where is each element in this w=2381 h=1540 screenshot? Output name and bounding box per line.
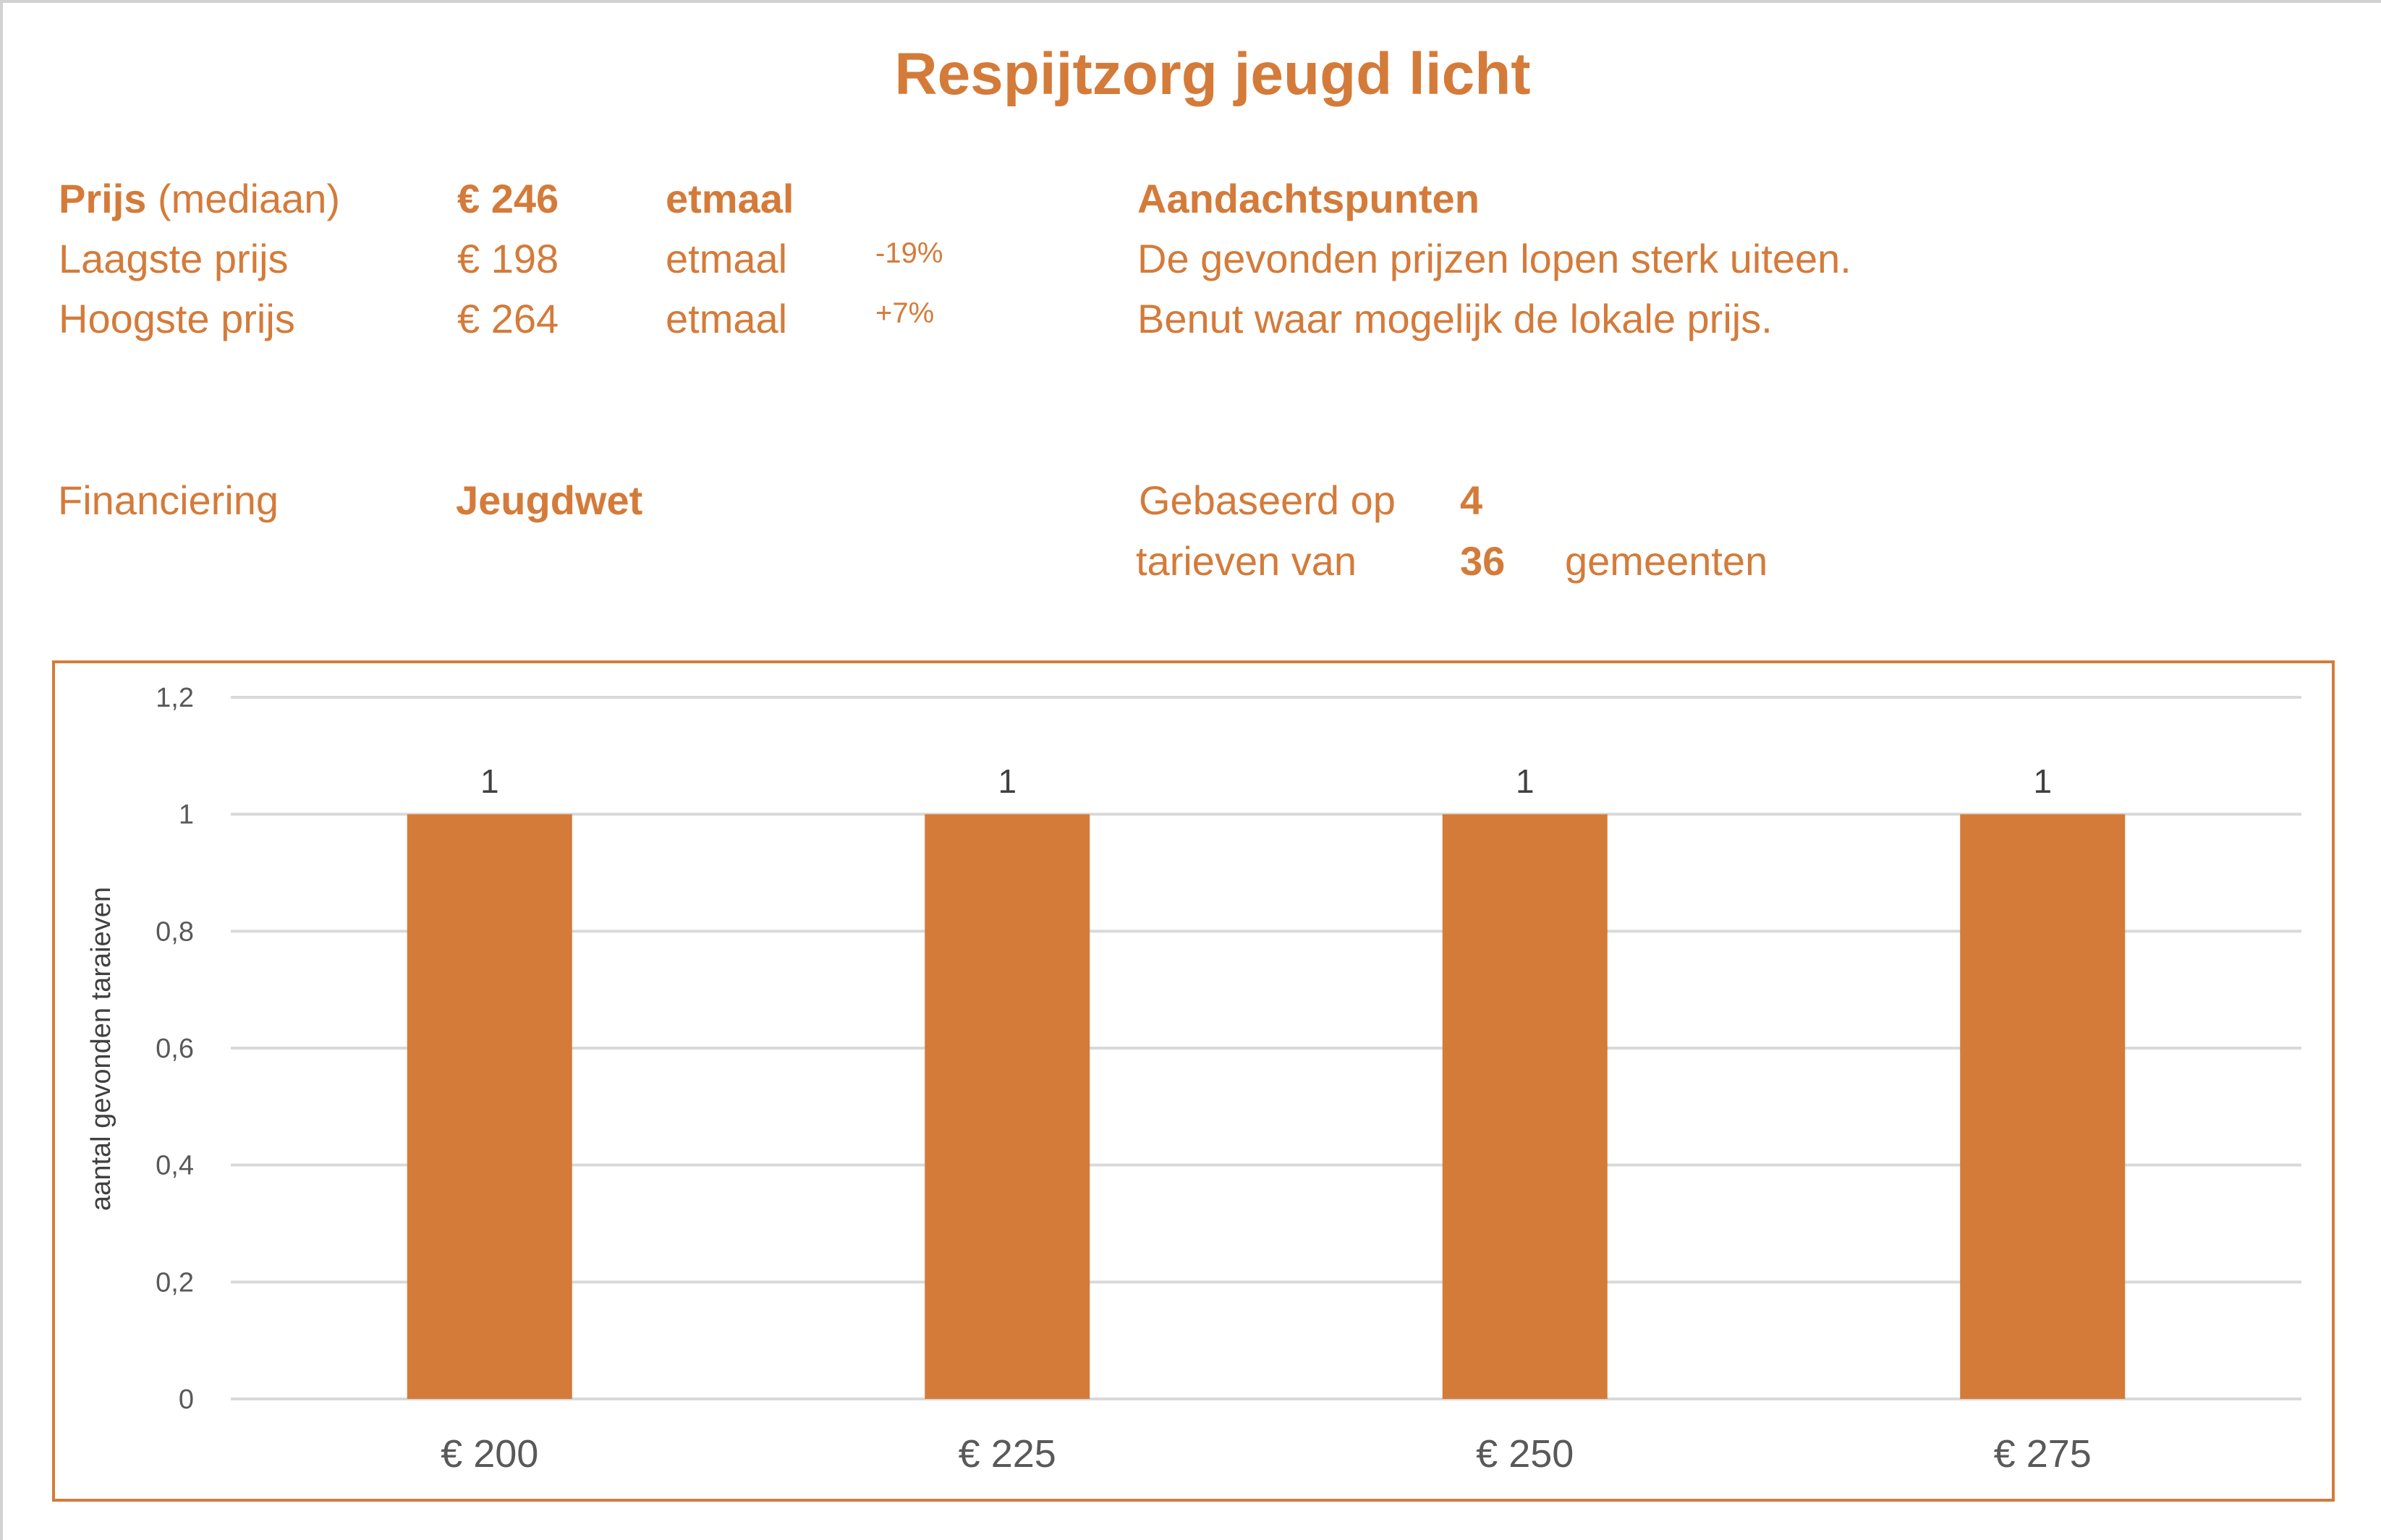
y-tick-label: 0,8 [156, 916, 194, 947]
highest-price-value: € 264 [457, 296, 559, 341]
y-tick-label: 1 [179, 800, 194, 830]
basis-label-1: Gebaseerd op [1139, 477, 1396, 523]
bar [1960, 814, 2126, 1399]
y-tick-label: 0,2 [156, 1267, 194, 1298]
chart-frame [52, 660, 2335, 1502]
y-axis-title: aantal gevonden taraieven [86, 887, 116, 1211]
data-labels: 1 1 1 1 [480, 762, 2052, 800]
median-price-label-bold: Prijs [59, 176, 147, 221]
financing-value: Jeugdwet [456, 477, 643, 523]
data-label: 1 [1516, 762, 1535, 800]
median-price-value: € 246 [457, 176, 559, 221]
data-label: 1 [2033, 762, 2052, 800]
lowest-price-label: Laagste prijs [59, 236, 289, 281]
attention-heading: Aandachtspunten [1137, 176, 1480, 221]
x-tick-label: € 250 [1476, 1432, 1574, 1476]
y-tick-label: 0 [179, 1384, 194, 1415]
median-price-label: Prijs (mediaan) [59, 179, 340, 219]
y-tick-label: 1,2 [156, 683, 194, 713]
financing-label: Financiering [58, 477, 279, 523]
bar [407, 814, 572, 1399]
y-tick-label: 0,4 [156, 1151, 194, 1181]
basis-suffix: gemeenten [1565, 538, 1768, 584]
highest-price-label: Hoogste prijs [59, 296, 295, 341]
page-title: Respijtzorg jeugd licht [894, 41, 1531, 107]
bar [925, 814, 1090, 1399]
attention-line: De gevonden prijzen lopen sterk uiteen. [1137, 236, 1851, 281]
page-top-border [0, 0, 2381, 3]
lowest-price-unit: etmaal [666, 236, 788, 281]
x-tick-label: € 275 [1994, 1432, 2092, 1476]
x-tick-labels: € 200 € 225 € 250 € 275 [441, 1432, 2092, 1476]
x-tick-label: € 200 [441, 1432, 538, 1476]
basis-municipality-count: 36 [1460, 538, 1506, 584]
median-price-unit: etmaal [666, 176, 794, 221]
bar [1442, 814, 1608, 1399]
lowest-price-diff: -19% [875, 237, 943, 269]
page-left-border [0, 0, 3, 1540]
basis-tariff-count: 4 [1460, 477, 1483, 523]
y-tick-labels: 0 0,2 0,4 0,6 0,8 1 1,2 [156, 683, 194, 1415]
median-price-label-rest: (mediaan) [157, 176, 341, 221]
highest-price-diff: +7% [875, 297, 935, 329]
y-tick-label: 0,6 [156, 1034, 194, 1064]
lowest-price-value: € 198 [457, 236, 559, 281]
highest-price-unit: etmaal [666, 296, 788, 341]
gridlines [231, 696, 2301, 1400]
bars [407, 814, 2126, 1399]
data-label: 1 [480, 762, 499, 800]
x-tick-label: € 225 [959, 1432, 1056, 1476]
data-label: 1 [998, 762, 1017, 800]
attention-line: Benut waar mogelijk de lokale prijs. [1137, 296, 1773, 341]
basis-label-2: tarieven van [1136, 538, 1357, 584]
